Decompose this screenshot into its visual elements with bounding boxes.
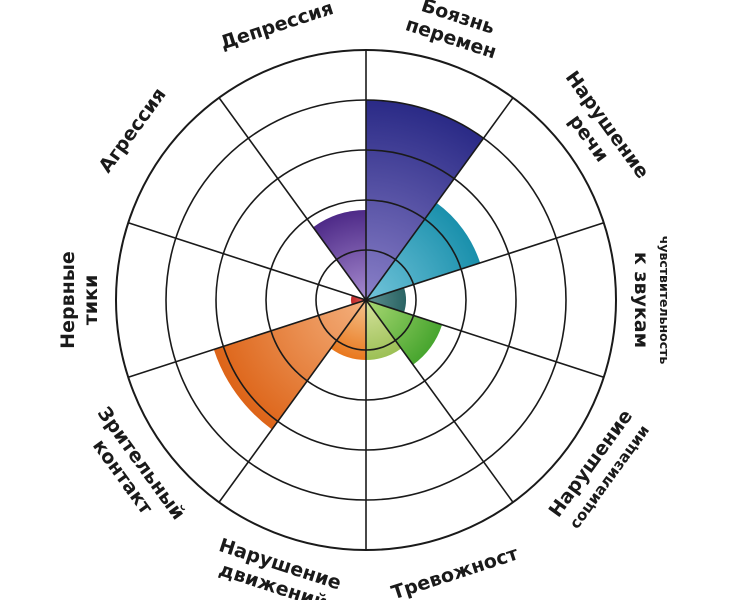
grid-spoke-3 (365, 221, 605, 301)
sector-8 (351, 295, 366, 305)
grid-spoke-7 (218, 299, 367, 503)
category-label-3: чувствительность к звукам (630, 236, 672, 365)
grid-spoke-10 (218, 97, 367, 301)
sector-6 (330, 300, 366, 360)
category-label-9-line-1: Агрессия (95, 84, 171, 177)
category-label-10-line-1: Депрессия (218, 0, 337, 54)
category-label-10: Депрессия (218, 0, 337, 54)
category-label-3-line-2: к звукам (630, 252, 652, 348)
grid-spoke-2 (365, 97, 514, 301)
sector-2 (366, 202, 481, 300)
category-label-3-line-1: чувствительность (657, 236, 672, 365)
sector-5 (366, 300, 402, 360)
sector-10 (313, 210, 366, 300)
sector-1 (366, 100, 484, 300)
category-label-5-line-1: Тревожност (389, 543, 521, 600)
sector-layer (213, 100, 484, 430)
sector-3 (366, 287, 406, 313)
grid-layer (115, 49, 617, 551)
category-label-9: Агрессия (95, 84, 171, 177)
category-label-8: Нервные тики (57, 251, 102, 349)
category-label-8-line-2: тики (80, 275, 102, 326)
grid-spoke-4 (365, 299, 605, 379)
grid-spoke-8 (127, 299, 367, 379)
category-label-8-line-1: Нервные (57, 251, 79, 349)
grid-spoke-5 (365, 299, 514, 503)
category-label-5: Тревожност (389, 543, 521, 600)
grid-spoke-9 (127, 221, 367, 301)
